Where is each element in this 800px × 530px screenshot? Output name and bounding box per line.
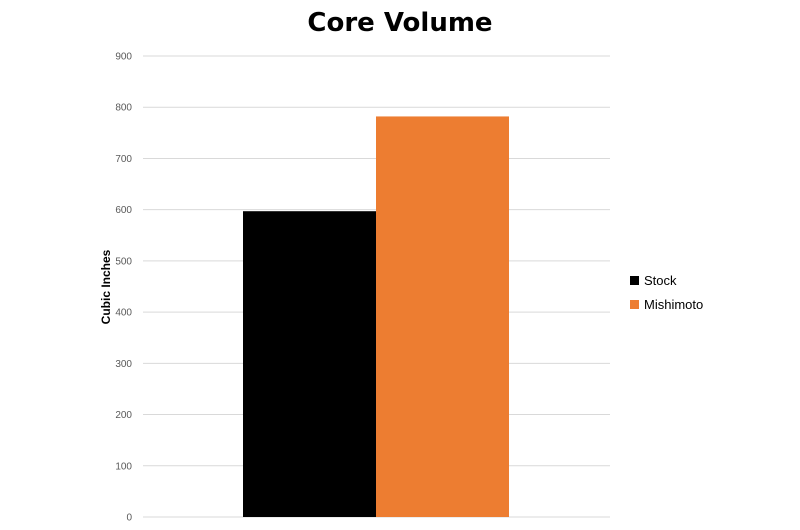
y-tick-label-500: 500 (115, 256, 132, 267)
y-tick-label-700: 700 (115, 154, 132, 165)
legend-item-stock: Stock (630, 268, 703, 292)
legend: Stock Mishimoto (630, 268, 703, 316)
legend-item-mishimoto: Mishimoto (630, 292, 703, 316)
y-tick-labels: 0 100 200 300 400 500 600 700 800 900 (115, 52, 132, 524)
y-tick-label-900: 900 (115, 52, 132, 63)
chart-title: Core Volume (307, 8, 493, 38)
legend-swatch-mishimoto (630, 299, 639, 309)
y-tick-label-300: 300 (115, 359, 132, 370)
y-tick-label-200: 200 (115, 410, 132, 421)
bar-stock (243, 211, 376, 517)
bars (243, 116, 509, 517)
y-tick-label-0: 0 (126, 513, 132, 524)
y-tick-label-800: 800 (115, 103, 132, 114)
legend-label-stock: Stock (644, 272, 677, 288)
y-tick-label-100: 100 (115, 461, 132, 472)
y-tick-label-400: 400 (115, 308, 132, 319)
legend-swatch-stock (630, 275, 639, 285)
y-tick-label-600: 600 (115, 205, 132, 216)
legend-label-mishimoto: Mishimoto (644, 296, 704, 312)
bar-mishimoto (376, 116, 509, 517)
